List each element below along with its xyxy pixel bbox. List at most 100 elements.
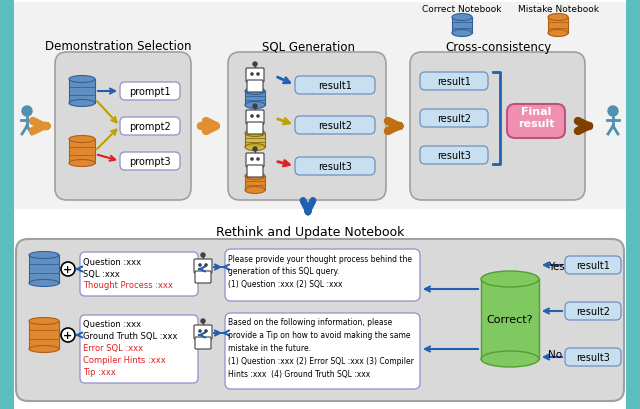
Text: result2: result2	[437, 114, 471, 124]
Ellipse shape	[29, 346, 59, 353]
FancyBboxPatch shape	[80, 252, 198, 296]
FancyBboxPatch shape	[295, 117, 375, 135]
Text: SQL :xxx: SQL :xxx	[83, 269, 120, 278]
Text: prompt1: prompt1	[129, 87, 171, 97]
Circle shape	[608, 107, 618, 117]
Circle shape	[201, 254, 205, 257]
FancyBboxPatch shape	[194, 259, 212, 273]
Text: No: No	[548, 349, 562, 359]
Ellipse shape	[245, 173, 265, 180]
Text: Tip :xxx: Tip :xxx	[83, 368, 116, 377]
Text: result1: result1	[318, 81, 352, 91]
FancyBboxPatch shape	[120, 83, 180, 101]
FancyBboxPatch shape	[420, 147, 488, 164]
Text: result2: result2	[318, 121, 352, 131]
Text: Final
result: Final result	[518, 107, 554, 128]
Ellipse shape	[245, 88, 265, 95]
Text: Question :xxx: Question :xxx	[83, 257, 141, 266]
Circle shape	[22, 107, 32, 117]
FancyBboxPatch shape	[246, 154, 264, 168]
Text: result3: result3	[576, 352, 610, 362]
Ellipse shape	[29, 318, 59, 325]
Text: prompt2: prompt2	[129, 122, 171, 132]
Ellipse shape	[245, 144, 265, 151]
Circle shape	[204, 329, 208, 333]
Ellipse shape	[69, 76, 95, 83]
FancyBboxPatch shape	[420, 110, 488, 128]
Text: Cross-consistency: Cross-consistency	[445, 40, 551, 53]
FancyBboxPatch shape	[80, 315, 198, 383]
FancyBboxPatch shape	[565, 256, 621, 274]
Text: result2: result2	[576, 306, 610, 316]
Ellipse shape	[69, 160, 95, 167]
Circle shape	[256, 115, 260, 119]
Text: Rethink and Update Notebook: Rethink and Update Notebook	[216, 226, 404, 239]
Bar	[626, 0, 640, 409]
Bar	[481, 279, 539, 359]
Text: +: +	[63, 330, 72, 340]
FancyBboxPatch shape	[120, 153, 180, 171]
Text: SQL Generation: SQL Generation	[262, 40, 355, 53]
Circle shape	[204, 263, 208, 267]
Text: Compiler Hints :xxx: Compiler Hints :xxx	[83, 356, 166, 364]
Circle shape	[256, 73, 260, 76]
Circle shape	[250, 73, 254, 76]
Ellipse shape	[29, 252, 59, 259]
FancyBboxPatch shape	[295, 157, 375, 175]
FancyBboxPatch shape	[247, 123, 263, 135]
Circle shape	[253, 105, 257, 109]
FancyBboxPatch shape	[228, 53, 386, 200]
Ellipse shape	[245, 102, 265, 109]
FancyBboxPatch shape	[247, 166, 263, 178]
Circle shape	[201, 319, 205, 323]
Text: result3: result3	[437, 151, 471, 161]
Text: mistake in the future.: mistake in the future.	[228, 344, 311, 353]
FancyBboxPatch shape	[225, 249, 420, 301]
FancyBboxPatch shape	[194, 325, 212, 339]
FancyBboxPatch shape	[420, 73, 488, 91]
Text: (1) Question :xxx (2) SQL :xxx: (1) Question :xxx (2) SQL :xxx	[228, 280, 342, 289]
Circle shape	[198, 329, 202, 333]
Ellipse shape	[69, 136, 95, 143]
Text: Mistake Notebook: Mistake Notebook	[518, 5, 598, 14]
Circle shape	[256, 158, 260, 162]
Ellipse shape	[29, 280, 59, 287]
Ellipse shape	[245, 130, 265, 137]
Text: prompt3: prompt3	[129, 157, 171, 166]
Bar	[245, 92, 265, 106]
Ellipse shape	[548, 14, 568, 21]
Text: Thought Process :xxx: Thought Process :xxx	[83, 281, 173, 290]
FancyBboxPatch shape	[410, 53, 585, 200]
Text: Please provide your thought process behind the: Please provide your thought process behi…	[228, 254, 412, 263]
Text: Question :xxx: Question :xxx	[83, 320, 141, 329]
FancyBboxPatch shape	[247, 81, 263, 93]
Text: result3: result3	[318, 162, 352, 172]
Bar	[69, 139, 95, 164]
Circle shape	[253, 148, 257, 152]
Bar	[245, 134, 265, 148]
Bar	[245, 177, 265, 191]
Text: +: +	[63, 264, 72, 274]
Bar	[0, 0, 14, 409]
FancyBboxPatch shape	[225, 313, 420, 389]
Bar	[29, 321, 59, 349]
Text: provide a Tip on how to avoid making the same: provide a Tip on how to avoid making the…	[228, 331, 410, 339]
Text: Correct Notebook: Correct Notebook	[422, 5, 502, 14]
Text: Demonstration Selection: Demonstration Selection	[45, 40, 191, 53]
Text: Error SQL :xxx: Error SQL :xxx	[83, 344, 143, 353]
Text: result1: result1	[576, 261, 610, 270]
Text: Based on the following information, please: Based on the following information, plea…	[228, 318, 392, 327]
Text: Correct?: Correct?	[487, 314, 533, 324]
Text: result1: result1	[437, 77, 471, 87]
Bar	[548, 18, 568, 34]
Text: generation of this SQL query.: generation of this SQL query.	[228, 267, 339, 276]
Text: Ground Truth SQL :xxx: Ground Truth SQL :xxx	[83, 332, 177, 341]
FancyBboxPatch shape	[565, 348, 621, 366]
Ellipse shape	[69, 100, 95, 107]
FancyBboxPatch shape	[55, 53, 191, 200]
FancyBboxPatch shape	[195, 337, 211, 349]
FancyBboxPatch shape	[195, 271, 211, 283]
FancyBboxPatch shape	[246, 111, 264, 125]
Ellipse shape	[481, 271, 539, 287]
FancyBboxPatch shape	[246, 69, 264, 83]
